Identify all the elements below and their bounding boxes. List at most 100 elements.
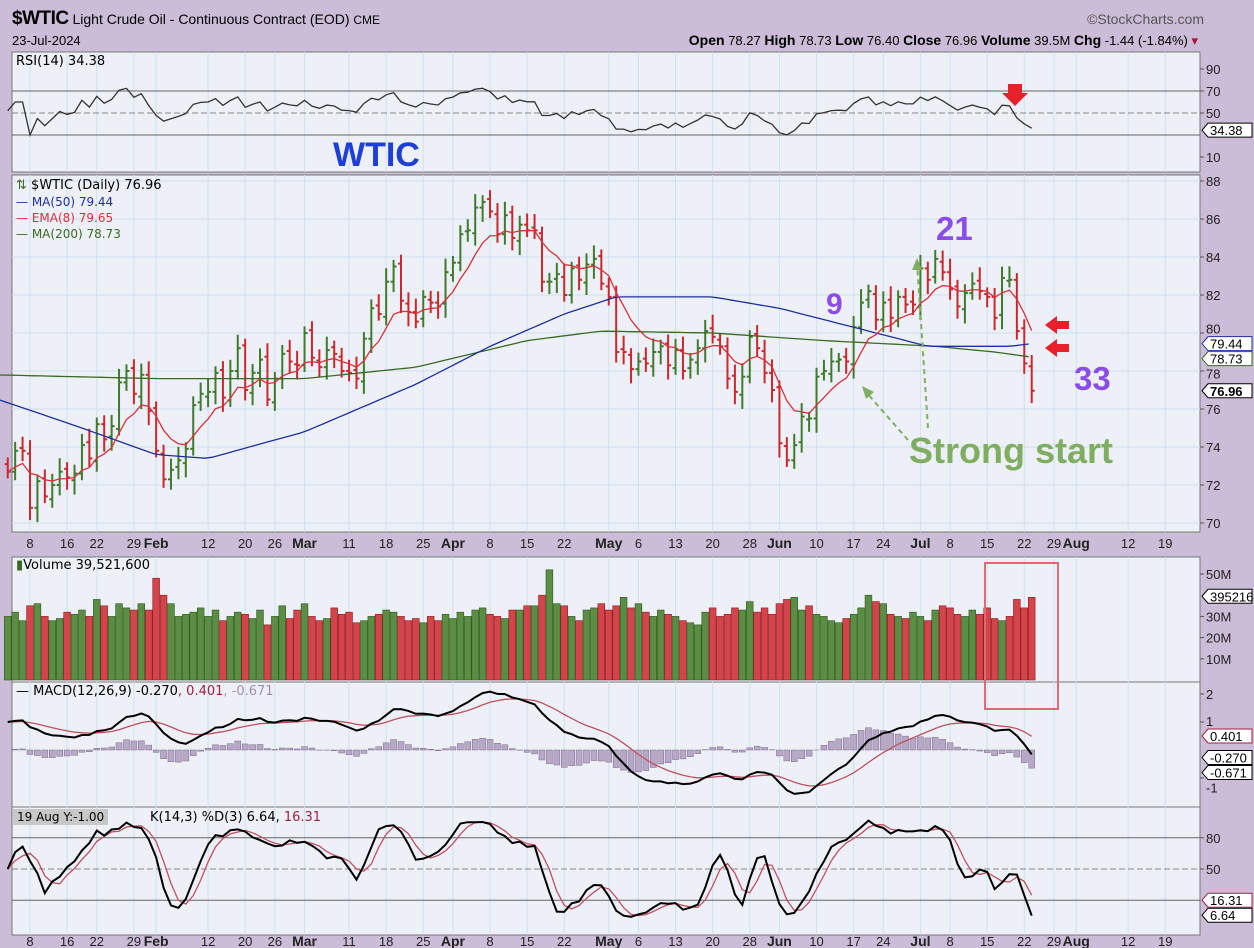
brand-link[interactable]: ©StockCharts.com [1087,11,1204,27]
ema8-line [7,230,1033,482]
volume-value-tag: 3952160 [1201,588,1254,604]
volume-bar [145,609,153,681]
value-tag-box [1201,336,1253,352]
macd-hist-bar [93,748,101,751]
x-axis-label: 8 [486,536,493,551]
macd-hist-bar [330,749,338,752]
volume-bar [1020,607,1028,681]
x-axis-label: 19 [1158,536,1172,551]
macd-hist-bar [308,747,316,751]
volume-bar [196,607,205,681]
volume-bar [434,620,442,681]
stoch-d-tag: 16.31 [1201,892,1253,908]
crosshair-tooltip: 19 Aug Y:-1.00 [13,809,109,825]
macd-hist-bar [130,740,138,751]
red-left-arrow-icon [1045,316,1069,334]
price-legend-text: $WTIC (Daily) 76.96 [31,178,162,193]
macd-hist-bar [805,749,813,757]
volume-label: Volume [980,32,1031,48]
x-axis-label: 6 [635,536,642,551]
macd-axis-label: -1 [1206,781,1218,796]
ohlc-bar [887,286,894,333]
x-axis-label: 8 [946,536,953,551]
volume-bar [4,616,12,681]
ohlc-bar [116,368,123,436]
x-axis-label: 29 [1047,536,1061,551]
stoch-panel [11,806,1201,936]
volume-bar [137,603,145,681]
volume-bar [746,601,754,681]
macd-signal-legend: , 0.401 [177,684,224,699]
x-axis-label: Apr [441,535,466,551]
ohlc-bar [553,262,560,294]
macd-hist-bar [924,737,932,751]
volume-bar [308,616,316,681]
rsi-axis-label: 10 [1206,150,1220,165]
volume-bar [464,616,472,681]
ohlc-bar [19,436,26,462]
close-label: Close [903,32,942,48]
macd-hist-bar [575,749,583,766]
x-axis-label: 29 [127,536,141,551]
ohlc-bar [509,205,516,251]
volume-bar [842,618,850,681]
volume-bar [768,613,776,681]
macd-hist-bar [152,749,160,753]
ohlc-bar [516,215,523,256]
macd-hist-bar [1028,749,1035,769]
macd-hist-bar [598,749,605,762]
volume-bar [419,622,427,681]
ohlc-bar [858,289,865,334]
chart-date: 23-Jul-2024 [12,33,81,48]
macd-hist-bar [412,747,420,751]
macd-hist-bar [63,749,71,757]
red-down-arrow-icon [1002,84,1028,106]
rsi-panel [11,51,1201,173]
x-axis-label: 26 [268,536,282,551]
x-axis-label: 15 [980,536,994,551]
rsi-axis-label: 50 [1206,106,1220,121]
volume-axis-label: 30M [1206,609,1231,624]
macd-hist-bar [264,748,271,751]
value-tag-box [1201,765,1253,781]
volume-bar [278,605,286,681]
ohlc-bar [561,263,568,302]
x-axis-label: 26 [268,934,282,948]
macd-hist-bar [293,748,301,751]
volume-axis-label: 50M [1206,567,1231,582]
volume-bar [107,616,116,681]
macd-hist-bar [138,740,145,751]
volume-bar [790,597,798,681]
down-triangle-icon: ▾ [1191,33,1198,48]
volume-bar [849,613,858,681]
volume-bar [48,620,56,681]
macd-hist-bar [345,749,353,755]
macd-hist-bar [71,749,78,756]
price-panel [11,174,1201,533]
x-axis-label: 18 [379,536,393,551]
x-axis-label: 20 [238,934,252,948]
ohlc-bar [12,441,19,481]
high-value: 78.73 [799,33,832,48]
volume-bar [916,616,925,681]
macd-hist-bar [241,743,249,751]
volume-bar [738,609,747,681]
volume-bar [924,620,932,681]
ma50-value-tag: 79.44 [1201,336,1253,352]
macd-hist-bar [234,740,242,751]
macd-hist-bar [894,733,902,751]
ohlc-bar [108,414,115,451]
volume-bar [271,616,279,681]
volume-bar [152,577,160,681]
macd-hist-bar [464,741,472,751]
macd-hist-bar [457,743,464,751]
x-axis-label: 22 [557,934,571,948]
volume-bar [857,607,865,681]
volume-bar [441,613,450,681]
price-axis-label: 78 [1206,367,1220,382]
volume-bar [679,620,687,681]
stoch-axis-label: 50 [1206,862,1220,877]
volume-bar [189,611,197,681]
ohlc-bar [590,245,597,279]
